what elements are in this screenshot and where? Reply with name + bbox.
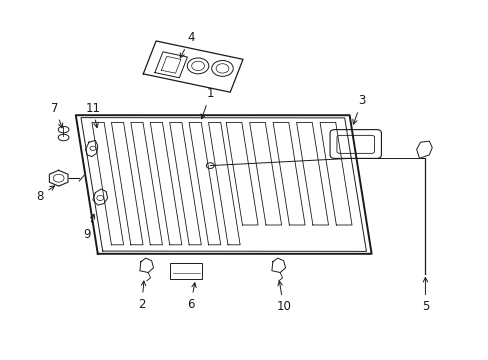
Text: 8: 8 xyxy=(36,186,55,203)
Text: 7: 7 xyxy=(51,102,62,128)
Text: 11: 11 xyxy=(85,102,100,127)
Text: 9: 9 xyxy=(83,214,95,240)
Text: 5: 5 xyxy=(421,278,428,313)
Text: 4: 4 xyxy=(180,31,194,58)
Text: 10: 10 xyxy=(276,281,290,313)
Text: 6: 6 xyxy=(186,283,196,311)
Text: 2: 2 xyxy=(138,281,145,311)
Text: 1: 1 xyxy=(201,87,214,119)
Text: 3: 3 xyxy=(352,94,365,124)
Bar xyxy=(170,263,202,279)
